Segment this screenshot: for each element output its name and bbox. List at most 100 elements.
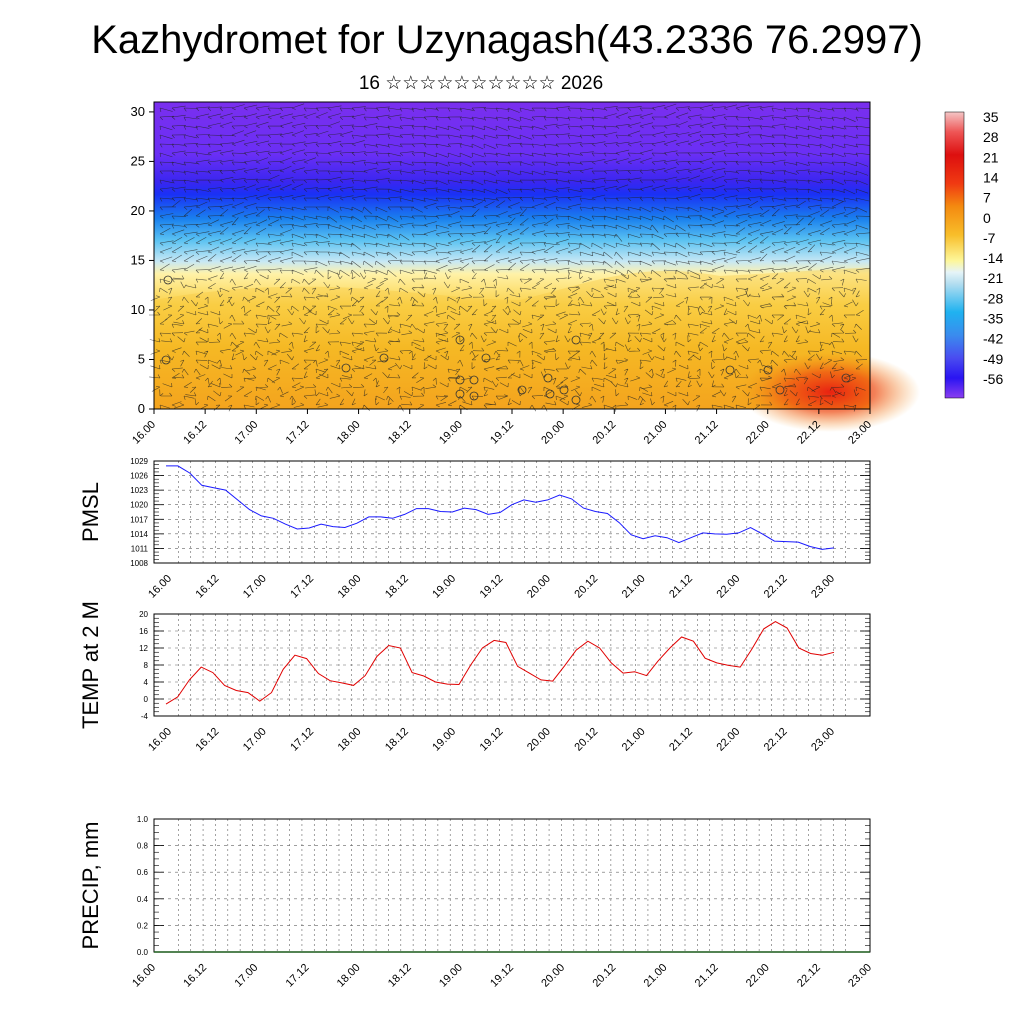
- pmsl-y-tick-label: 1029: [130, 457, 148, 466]
- precip-x-tick-label: 18.00: [335, 962, 363, 990]
- pmsl-x-tick-label: 20.00: [525, 573, 553, 601]
- chart-subtitle: 16 ☆☆☆☆☆☆☆☆☆☆ 2026: [358, 73, 604, 94]
- pmsl-x-tick-label: 16.12: [194, 573, 222, 601]
- calm-marker: [163, 275, 173, 285]
- colorbar-labels: 35 28 21 14 7 0 -7 -14 -21 -28 -35 -42 -49 -56: [983, 109, 1003, 387]
- calm-marker: [469, 391, 479, 401]
- pmsl-y-tick-label: 1020: [130, 501, 148, 510]
- section-x-tick-label: 21.00: [642, 419, 670, 447]
- section-x-tick-label: 18.00: [335, 419, 363, 447]
- pmsl-x-tick-label: 22.00: [714, 573, 742, 601]
- calm-marker: [545, 389, 555, 399]
- temp-y-tick-label: 8: [144, 661, 149, 670]
- temp-y-tick-label: -4: [141, 712, 149, 721]
- colorbar-label: -21: [983, 270, 1003, 286]
- calm-marker: [455, 389, 465, 399]
- section-x-tick-label: 20.00: [539, 419, 567, 447]
- precip-y-tick-label: 0.8: [137, 842, 149, 851]
- precip-x-tick-label: 21.12: [693, 962, 721, 990]
- section-x-tick-label: 17.12: [284, 419, 312, 447]
- temp-x-tick-label: 19.12: [478, 726, 506, 754]
- temp-x-tick-label: 20.12: [572, 726, 600, 754]
- colorbar-label: -28: [983, 290, 1003, 306]
- pmsl-x-tick-label: 18.12: [383, 573, 411, 601]
- precip-y-tick-label: 0.6: [137, 868, 149, 877]
- precip-x-tick-label: 23.00: [846, 962, 874, 990]
- precip-x-tick-label: 22.12: [795, 962, 823, 990]
- pmsl-x-tick-label: 16.00: [146, 573, 174, 601]
- pmsl-x-tick-label: 17.12: [288, 573, 316, 601]
- precip-y-tick-label: 0.0: [137, 948, 149, 957]
- pmsl-x-tick-label: 19.12: [478, 573, 506, 601]
- wind-barbs: [149, 103, 871, 412]
- wind-barb-lines: [149, 103, 871, 412]
- precip-x-tick-label: 16.12: [181, 962, 209, 990]
- colorbar-label: 14: [983, 169, 999, 185]
- temp-x-tick-label: 23.00: [809, 726, 837, 754]
- temp-x-tick-label: 17.00: [241, 726, 269, 754]
- colorbar-strip: [944, 111, 965, 399]
- section-x-tick-label: 17.00: [232, 419, 260, 447]
- section-x-tick-label: 22.00: [744, 419, 772, 447]
- colorbar-label: 0: [983, 210, 991, 226]
- colorbar-label: -49: [983, 351, 1003, 367]
- pmsl-ylabel: PMSL: [78, 482, 103, 542]
- temp-x-tick-label: 18.12: [383, 726, 411, 754]
- precip-y-tick-label: 0.4: [137, 895, 149, 904]
- chart-title: Kazhydromet for Uzynagash(43.2336 76.299…: [91, 18, 923, 62]
- colorbar-label: -42: [983, 331, 1003, 347]
- temp-x-tick-label: 16.00: [146, 726, 174, 754]
- colorbar-label: -7: [983, 230, 996, 246]
- section-x-tick-label: 21.12: [693, 419, 721, 447]
- precip-y-tick-label: 0.2: [137, 921, 149, 930]
- calm-marker: [763, 365, 773, 375]
- pmsl-y-tick-label: 1014: [130, 530, 148, 539]
- section-y-tick-label: 0: [138, 401, 145, 416]
- precip-x-tick-label: 21.00: [642, 962, 670, 990]
- section-panel: 0 5 10 15 20 25 30 16.00 16.12 17.00 17.12 18.00 18…: [130, 101, 920, 447]
- section-x-tick-label: 16.00: [130, 419, 158, 447]
- precip-x-tick-label: 19.12: [488, 962, 516, 990]
- precip-panel: 1.0 0.8 0.6 0.4 0.2 0.0 16.00 16.12 17.00 17.12 18…: [78, 815, 874, 990]
- temp-x-tick-label: 21.12: [667, 726, 695, 754]
- temp-x-tick-label: 20.00: [525, 726, 553, 754]
- pmsl-y-tick-label: 1017: [130, 515, 148, 524]
- precip-x-tick-label: 17.12: [284, 962, 312, 990]
- colorbar-label: -14: [983, 250, 1003, 266]
- temp-panel: 20 16 12 8 4 0 -4 16.00 16.12 17.00 17.12 18.00 18.1…: [78, 601, 871, 754]
- section-x-tick-label: 19.12: [488, 419, 516, 447]
- temp-ylabel: TEMP at 2 M: [78, 601, 103, 729]
- pmsl-x-tick-label: 21.12: [667, 573, 695, 601]
- pmsl-frame: [153, 460, 871, 564]
- calm-marker: [341, 363, 351, 373]
- calm-marker: [517, 385, 527, 395]
- temp-x-tick-label: 22.12: [762, 726, 790, 754]
- precip-x-tick-label: 20.00: [539, 962, 567, 990]
- calm-marker: [775, 385, 785, 395]
- temp-x-tick-label: 19.00: [430, 726, 458, 754]
- section-x-tick-label: 18.12: [386, 419, 414, 447]
- pmsl-y-tick-label: 1026: [130, 472, 148, 481]
- section-y-tick-label: 15: [131, 252, 145, 267]
- calm-marker: [543, 373, 553, 383]
- pmsl-y-tick-label: 1023: [130, 486, 148, 495]
- colorbar-label: 28: [983, 129, 999, 145]
- section-x-tick-label: 16.12: [181, 419, 209, 447]
- calm-marker: [571, 335, 581, 345]
- pmsl-y-tick-label: 1008: [130, 559, 148, 568]
- section-y-tick-label: 30: [131, 104, 145, 119]
- precip-ylabel: PRECIP, mm: [78, 822, 103, 950]
- section-y-tick-label: 25: [131, 153, 145, 168]
- calm-marker: [725, 365, 735, 375]
- temp-x-tick-label: 22.00: [714, 726, 742, 754]
- precip-x-tick-label: 16.00: [130, 962, 158, 990]
- calm-marker: [481, 353, 491, 363]
- section-x-tick-label: 19.00: [437, 419, 465, 447]
- calm-marker: [469, 375, 479, 385]
- calm-marker: [161, 355, 171, 365]
- precip-x-tick-label: 19.00: [437, 962, 465, 990]
- colorbar-label: 7: [983, 190, 991, 206]
- calm-marker: [559, 385, 569, 395]
- colorbar-label: 35: [983, 109, 999, 125]
